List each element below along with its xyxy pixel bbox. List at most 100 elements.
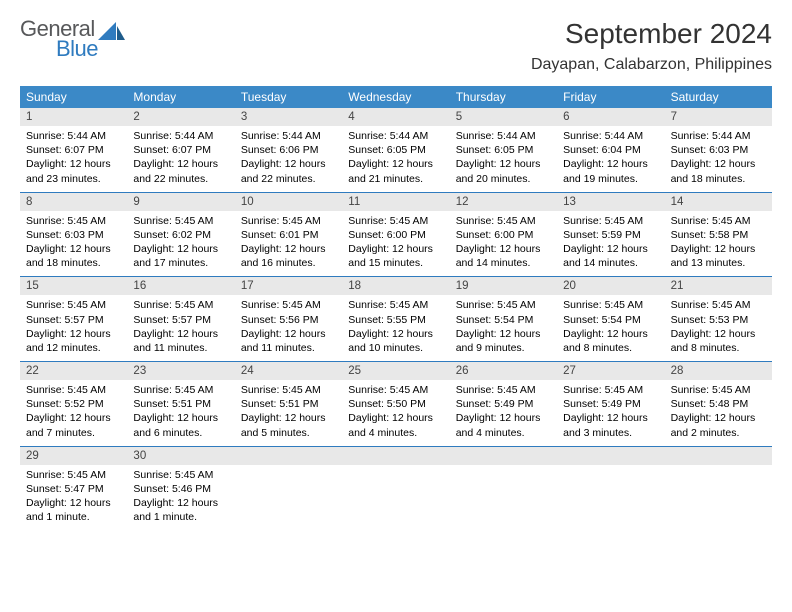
daylight-line2: and 6 minutes. <box>133 426 228 440</box>
sunrise: Sunrise: 5:45 AM <box>563 214 658 228</box>
daylight-line1: Daylight: 12 hours <box>241 157 336 171</box>
week-row: Sunrise: 5:45 AMSunset: 6:03 PMDaylight:… <box>20 211 772 278</box>
sunset: Sunset: 6:00 PM <box>348 228 443 242</box>
day-number: 6 <box>557 108 664 126</box>
daylight-line2: and 2 minutes. <box>671 426 766 440</box>
daylight-line1: Daylight: 12 hours <box>348 327 443 341</box>
logo-blue: Blue <box>56 38 98 60</box>
daylight-line1: Daylight: 12 hours <box>456 242 551 256</box>
weekday-friday: Friday <box>557 86 664 108</box>
day-number: 24 <box>235 362 342 380</box>
sunrise: Sunrise: 5:44 AM <box>26 129 121 143</box>
day-cell: Sunrise: 5:45 AMSunset: 5:54 PMDaylight:… <box>450 295 557 361</box>
day-number: 5 <box>450 108 557 126</box>
sunrise: Sunrise: 5:45 AM <box>26 468 121 482</box>
day-cell: Sunrise: 5:45 AMSunset: 5:54 PMDaylight:… <box>557 295 664 361</box>
daylight-line1: Daylight: 12 hours <box>133 496 228 510</box>
daylight-line1: Daylight: 12 hours <box>348 242 443 256</box>
daylight-line2: and 18 minutes. <box>26 256 121 270</box>
sunset: Sunset: 5:56 PM <box>241 313 336 327</box>
daylight-line1: Daylight: 12 hours <box>671 157 766 171</box>
daylight-line1: Daylight: 12 hours <box>456 327 551 341</box>
sunset: Sunset: 6:06 PM <box>241 143 336 157</box>
day-cell <box>557 465 664 531</box>
day-cell: Sunrise: 5:45 AMSunset: 6:02 PMDaylight:… <box>127 211 234 277</box>
day-cell: Sunrise: 5:45 AMSunset: 5:58 PMDaylight:… <box>665 211 772 277</box>
sunrise: Sunrise: 5:45 AM <box>348 383 443 397</box>
sunset: Sunset: 6:01 PM <box>241 228 336 242</box>
daylight-line1: Daylight: 12 hours <box>133 327 228 341</box>
daynum-row: 15161718192021 <box>20 277 772 295</box>
sunrise: Sunrise: 5:45 AM <box>241 214 336 228</box>
sunset: Sunset: 5:55 PM <box>348 313 443 327</box>
daylight-line1: Daylight: 12 hours <box>26 327 121 341</box>
day-number <box>450 447 557 465</box>
sunrise: Sunrise: 5:45 AM <box>133 298 228 312</box>
weekday-tuesday: Tuesday <box>235 86 342 108</box>
day-number: 14 <box>665 193 772 211</box>
weekday-saturday: Saturday <box>665 86 772 108</box>
daylight-line1: Daylight: 12 hours <box>456 411 551 425</box>
sunset: Sunset: 5:53 PM <box>671 313 766 327</box>
daylight-line1: Daylight: 12 hours <box>26 411 121 425</box>
daylight-line1: Daylight: 12 hours <box>671 327 766 341</box>
daylight-line1: Daylight: 12 hours <box>348 157 443 171</box>
daylight-line2: and 3 minutes. <box>563 426 658 440</box>
day-cell: Sunrise: 5:44 AMSunset: 6:04 PMDaylight:… <box>557 126 664 192</box>
daylight-line2: and 9 minutes. <box>456 341 551 355</box>
day-number: 28 <box>665 362 772 380</box>
sunset: Sunset: 5:52 PM <box>26 397 121 411</box>
sunset: Sunset: 5:48 PM <box>671 397 766 411</box>
daynum-row: 22232425262728 <box>20 362 772 380</box>
day-cell: Sunrise: 5:45 AMSunset: 6:00 PMDaylight:… <box>342 211 449 277</box>
daylight-line2: and 14 minutes. <box>456 256 551 270</box>
sunrise: Sunrise: 5:45 AM <box>133 468 228 482</box>
day-cell: Sunrise: 5:45 AMSunset: 5:56 PMDaylight:… <box>235 295 342 361</box>
sunrise: Sunrise: 5:44 AM <box>671 129 766 143</box>
daylight-line1: Daylight: 12 hours <box>563 242 658 256</box>
daylight-line1: Daylight: 12 hours <box>241 242 336 256</box>
daylight-line1: Daylight: 12 hours <box>348 411 443 425</box>
daynum-row: 2930 <box>20 447 772 465</box>
sunset: Sunset: 5:59 PM <box>563 228 658 242</box>
day-cell: Sunrise: 5:45 AMSunset: 6:00 PMDaylight:… <box>450 211 557 277</box>
day-cell: Sunrise: 5:45 AMSunset: 5:52 PMDaylight:… <box>20 380 127 446</box>
day-cell: Sunrise: 5:45 AMSunset: 5:57 PMDaylight:… <box>127 295 234 361</box>
sunset: Sunset: 6:05 PM <box>348 143 443 157</box>
day-cell: Sunrise: 5:45 AMSunset: 5:50 PMDaylight:… <box>342 380 449 446</box>
day-number: 19 <box>450 277 557 295</box>
weekday-thursday: Thursday <box>450 86 557 108</box>
daylight-line1: Daylight: 12 hours <box>671 242 766 256</box>
sunset: Sunset: 5:49 PM <box>563 397 658 411</box>
daynum-row: 1234567 <box>20 108 772 126</box>
sunrise: Sunrise: 5:45 AM <box>456 298 551 312</box>
day-cell: Sunrise: 5:44 AMSunset: 6:07 PMDaylight:… <box>20 126 127 192</box>
location: Dayapan, Calabarzon, Philippines <box>531 56 772 74</box>
calendar: Sunday Monday Tuesday Wednesday Thursday… <box>20 86 772 530</box>
sunrise: Sunrise: 5:45 AM <box>26 214 121 228</box>
daylight-line2: and 14 minutes. <box>563 256 658 270</box>
day-cell: Sunrise: 5:45 AMSunset: 5:47 PMDaylight:… <box>20 465 127 531</box>
day-number <box>665 447 772 465</box>
sunrise: Sunrise: 5:45 AM <box>133 214 228 228</box>
day-number <box>342 447 449 465</box>
daylight-line2: and 22 minutes. <box>133 172 228 186</box>
daylight-line2: and 17 minutes. <box>133 256 228 270</box>
day-cell: Sunrise: 5:45 AMSunset: 5:55 PMDaylight:… <box>342 295 449 361</box>
day-cell: Sunrise: 5:45 AMSunset: 5:53 PMDaylight:… <box>665 295 772 361</box>
daylight-line2: and 18 minutes. <box>671 172 766 186</box>
daylight-line2: and 11 minutes. <box>133 341 228 355</box>
sunrise: Sunrise: 5:45 AM <box>348 298 443 312</box>
week-row: Sunrise: 5:45 AMSunset: 5:57 PMDaylight:… <box>20 295 772 362</box>
day-cell: Sunrise: 5:44 AMSunset: 6:03 PMDaylight:… <box>665 126 772 192</box>
day-number: 15 <box>20 277 127 295</box>
daylight-line2: and 19 minutes. <box>563 172 658 186</box>
sunrise: Sunrise: 5:45 AM <box>26 298 121 312</box>
daylight-line1: Daylight: 12 hours <box>26 496 121 510</box>
daylight-line2: and 12 minutes. <box>26 341 121 355</box>
day-number <box>235 447 342 465</box>
daylight-line2: and 1 minute. <box>133 510 228 524</box>
sunrise: Sunrise: 5:45 AM <box>671 298 766 312</box>
daylight-line2: and 7 minutes. <box>26 426 121 440</box>
sunset: Sunset: 5:54 PM <box>456 313 551 327</box>
